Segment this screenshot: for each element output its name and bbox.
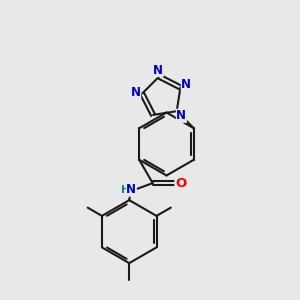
Text: N: N xyxy=(126,183,136,196)
Text: O: O xyxy=(175,177,186,190)
Text: N: N xyxy=(130,86,141,99)
Text: N: N xyxy=(176,109,186,122)
Text: H: H xyxy=(121,184,130,195)
Text: N: N xyxy=(181,78,191,91)
Text: N: N xyxy=(153,64,163,76)
